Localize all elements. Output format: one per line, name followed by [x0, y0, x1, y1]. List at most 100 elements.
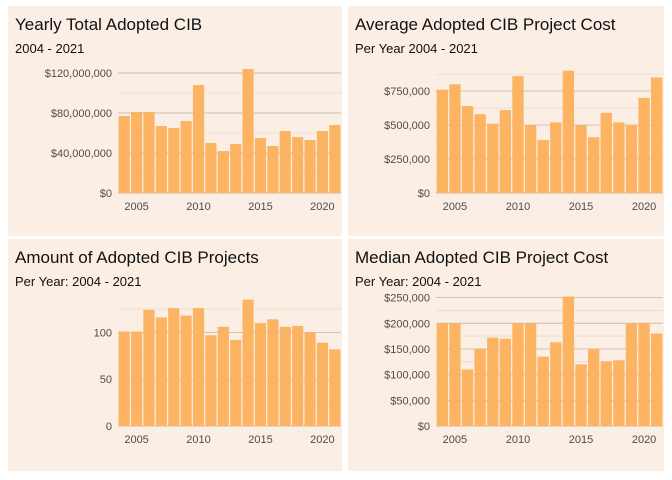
bar	[316, 342, 328, 426]
bar	[587, 137, 600, 193]
bar	[474, 114, 486, 193]
x-tick-label: 2005	[124, 434, 148, 446]
bar	[267, 319, 279, 426]
chart-title: Median Adopted CIB Project Cost	[355, 248, 609, 267]
bar	[449, 323, 461, 426]
chart-title: Amount of Adopted CIB Projects	[15, 248, 259, 267]
chart-subtitle: Per Year: 2004 - 2021	[355, 274, 482, 289]
chart-subtitle: Per Year: 2004 - 2021	[15, 274, 142, 289]
bar	[230, 144, 242, 193]
x-tick-label: 2020	[632, 434, 656, 446]
x-tick-label: 2015	[569, 434, 593, 446]
bar	[436, 89, 448, 193]
bar	[131, 331, 143, 426]
bar	[118, 116, 130, 193]
y-tick-label: $80,000,000	[51, 108, 112, 120]
bar	[168, 308, 180, 426]
bar	[537, 356, 549, 426]
x-tick-label: 2020	[632, 201, 656, 213]
x-tick-label: 2010	[506, 201, 530, 213]
y-tick-label: $0	[100, 188, 112, 200]
bar	[499, 110, 512, 193]
bar	[118, 331, 130, 426]
x-tick-label: 2010	[506, 434, 530, 446]
chart-subtitle: 2004 - 2021	[15, 41, 85, 56]
bar	[474, 348, 486, 426]
bar	[651, 333, 663, 426]
chart-plot: $0 $50,000 $100,000 $150,000 $200,000 $250,00…	[384, 293, 663, 446]
bar	[131, 112, 143, 193]
chart-title: Yearly Total Adopted CIB	[15, 15, 203, 34]
chart-panel-average: Average Adopted CIB Project Cost Per Yea…	[348, 6, 664, 236]
bar	[143, 309, 155, 426]
bar	[192, 85, 205, 193]
bar	[613, 122, 625, 193]
bar	[487, 337, 499, 426]
y-tick-label: $500,000	[384, 120, 430, 132]
bar	[155, 126, 167, 193]
bar	[217, 326, 229, 426]
bar	[550, 342, 562, 426]
bar	[575, 364, 587, 426]
bar	[292, 325, 304, 426]
bar	[625, 323, 638, 426]
bar	[638, 323, 650, 426]
y-tick-label: $100,000	[384, 370, 430, 382]
x-tick-label: 2005	[124, 201, 148, 213]
chart-plot: $0 $250,000 $500,000 $750,000 2005 2010 2015 20…	[384, 70, 663, 213]
bar	[168, 128, 180, 193]
x-tick-label: 2005	[443, 434, 467, 446]
x-tick-label: 2010	[186, 434, 210, 446]
x-tick-label: 2020	[310, 434, 334, 446]
bar	[279, 131, 291, 193]
bar	[487, 123, 499, 193]
bar	[304, 332, 316, 426]
bar	[230, 339, 242, 426]
bar	[499, 338, 512, 426]
x-tick-label: 2005	[443, 201, 467, 213]
bar	[279, 326, 291, 426]
y-tick-label: $120,000,000	[45, 68, 112, 80]
bar	[449, 84, 461, 193]
chart-panel-count: Amount of Adopted CIB Projects Per Year:…	[8, 239, 342, 471]
bar	[205, 335, 217, 426]
chart-title: Average Adopted CIB Project Cost	[355, 15, 616, 34]
bar	[524, 125, 537, 193]
bar	[537, 140, 549, 193]
x-tick-label: 2015	[248, 434, 272, 446]
x-tick-label: 2020	[310, 201, 334, 213]
x-tick-label: 2010	[186, 201, 210, 213]
bar	[180, 121, 192, 193]
chart-subtitle: Per Year 2004 - 2021	[355, 41, 478, 56]
bar	[461, 369, 474, 426]
y-tick-label: $50,000	[390, 395, 430, 407]
bar	[329, 125, 341, 193]
bar	[461, 106, 474, 193]
bar	[575, 125, 587, 193]
y-tick-label: $250,000	[384, 293, 430, 305]
chart-panel-total: Yearly Total Adopted CIB 2004 - 2021 $0 $…	[8, 6, 342, 236]
bar	[242, 299, 254, 426]
bar	[180, 315, 192, 426]
y-tick-label: $200,000	[384, 318, 430, 330]
bar	[242, 69, 254, 193]
bar	[436, 323, 448, 426]
bar	[292, 137, 304, 193]
y-tick-label: $250,000	[384, 154, 430, 166]
x-tick-label: 2015	[569, 201, 593, 213]
bar	[587, 348, 600, 426]
bar	[316, 131, 328, 193]
y-tick-label: $40,000,000	[51, 148, 112, 160]
bar	[512, 323, 524, 426]
bar	[550, 122, 562, 193]
bar	[329, 349, 341, 426]
bar	[562, 70, 575, 193]
bar	[254, 138, 267, 193]
bar	[254, 323, 267, 426]
bar	[638, 97, 650, 193]
bar	[267, 146, 279, 193]
bar	[600, 112, 612, 193]
y-tick-label: 0	[106, 421, 112, 433]
chart-panel-median: Median Adopted CIB Project Cost Per Year…	[348, 239, 664, 471]
y-tick-label: $150,000	[384, 344, 430, 356]
